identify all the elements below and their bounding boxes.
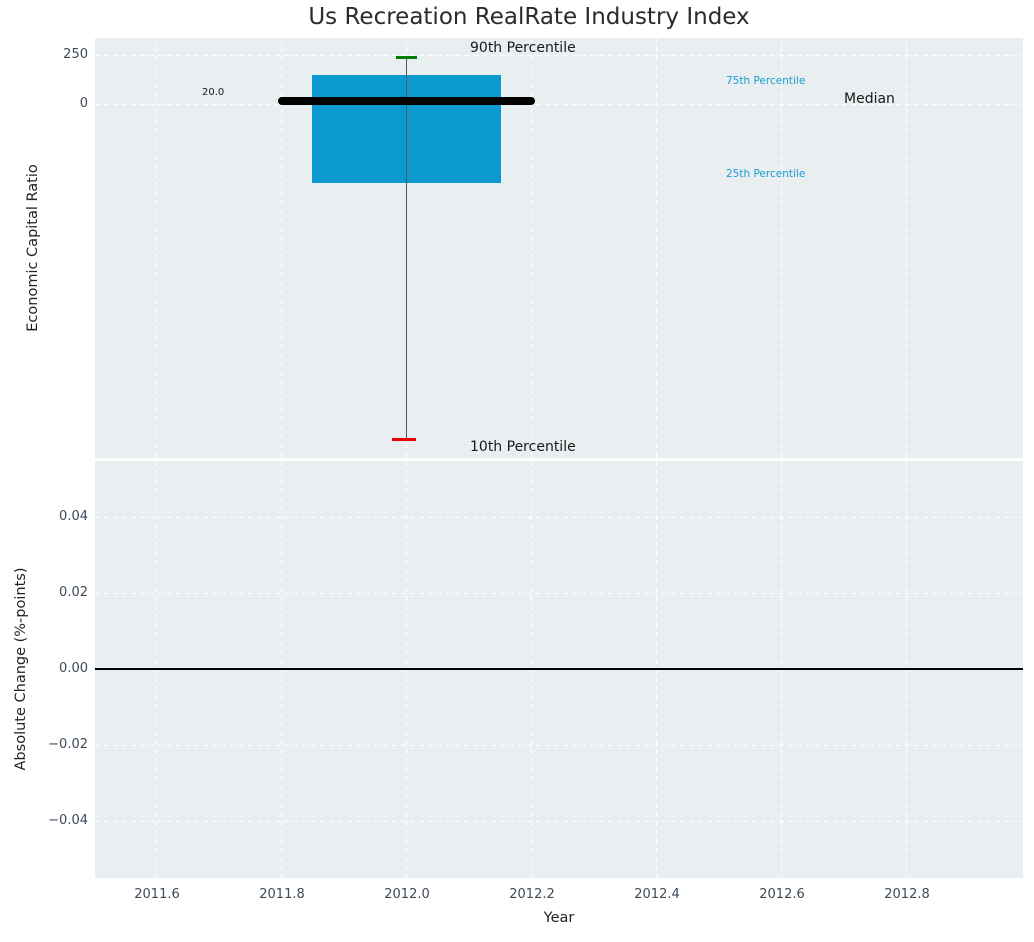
y-axis-label-top: Economic Capital Ratio bbox=[25, 164, 41, 332]
annotation-median: Median bbox=[844, 91, 895, 107]
y-tick-label: 0.04 bbox=[59, 509, 88, 524]
chart-title: Us Recreation RealRate Industry Index bbox=[308, 4, 750, 30]
x-tick-label: 2011.8 bbox=[259, 887, 305, 902]
horizontal-gridline bbox=[95, 517, 1023, 518]
annotation-75th-percentile: 75th Percentile bbox=[726, 75, 806, 87]
top-plot-area bbox=[95, 38, 1023, 458]
vertical-gridline bbox=[531, 38, 532, 458]
y-tick-label: 0.00 bbox=[59, 661, 88, 676]
horizontal-gridline bbox=[95, 745, 1023, 746]
y-tick-label: −0.04 bbox=[48, 813, 88, 828]
vertical-gridline bbox=[906, 38, 907, 458]
horizontal-gridline bbox=[95, 55, 1023, 56]
y-tick-label: 250 bbox=[63, 47, 88, 62]
horizontal-gridline bbox=[95, 821, 1023, 822]
y-axis-label-bottom: Absolute Change (%-points) bbox=[13, 567, 29, 771]
vertical-gridline bbox=[656, 38, 657, 458]
vertical-gridline bbox=[156, 38, 157, 458]
x-tick-label: 2012.2 bbox=[509, 887, 555, 902]
bottom-plot-area bbox=[95, 461, 1023, 878]
annotation-10th-percentile: 10th Percentile bbox=[470, 439, 576, 455]
x-tick-label: 2012.4 bbox=[634, 887, 680, 902]
y-tick-label: −0.02 bbox=[48, 737, 88, 752]
y-tick-label: 0.02 bbox=[59, 585, 88, 600]
y-tick-label: 0 bbox=[79, 96, 88, 111]
x-axis-label: Year bbox=[543, 910, 575, 926]
x-tick-label: 2012.0 bbox=[384, 887, 430, 902]
annotation-25th-percentile: 25th Percentile bbox=[726, 168, 806, 180]
x-tick-label: 2012.8 bbox=[884, 887, 930, 902]
zero-change-line bbox=[95, 668, 1023, 670]
whisker-line bbox=[406, 58, 407, 440]
x-tick-label: 2011.6 bbox=[134, 887, 180, 902]
horizontal-gridline bbox=[95, 593, 1023, 594]
vertical-gridline bbox=[281, 38, 282, 458]
annotation-90th-percentile: 90th Percentile bbox=[470, 40, 576, 56]
vertical-gridline bbox=[781, 38, 782, 458]
p90-cap bbox=[396, 56, 417, 59]
annotation-median-value: 20.0 bbox=[202, 87, 225, 98]
median-line bbox=[278, 97, 535, 105]
horizontal-gridline bbox=[95, 104, 1023, 105]
x-tick-label: 2012.6 bbox=[759, 887, 805, 902]
p10-cap bbox=[392, 438, 416, 441]
